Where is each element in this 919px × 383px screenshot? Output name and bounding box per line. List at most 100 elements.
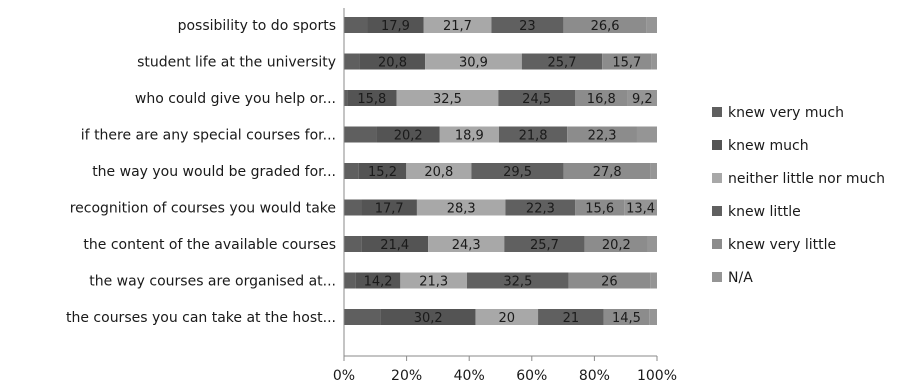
legend-label: knew little: [728, 204, 801, 220]
bar-segment-n-a: [650, 272, 657, 289]
bar-segment-knew-very-much: [344, 53, 360, 70]
data-label: 27,8: [593, 165, 622, 180]
bar-segment-neither-little-nor-much: [406, 163, 472, 179]
data-label: 15,2: [368, 165, 397, 180]
bar-segment-knew-very-much: [344, 90, 348, 106]
bar-segment-knew-very-little: [568, 272, 651, 289]
legend-label: knew very much: [728, 105, 844, 121]
bar-segment-knew-little: [467, 272, 569, 289]
category-label: if there are any special courses for...: [81, 128, 336, 144]
legend-swatch-knew-little: [712, 206, 722, 216]
bar-segment-knew-very-little: [603, 309, 650, 325]
category-label: the way courses are organised at...: [89, 274, 336, 290]
bar-segment-n-a: [627, 90, 657, 106]
data-label: 21,8: [519, 129, 548, 144]
bar-segment-knew-little: [538, 309, 604, 325]
data-label: 30,2: [414, 311, 443, 326]
data-label: 15,8: [357, 92, 386, 107]
data-label: 23: [519, 19, 536, 34]
data-label: 22,3: [526, 202, 555, 217]
data-label: 13,4: [626, 202, 655, 217]
bar-segment-knew-very-much: [344, 309, 381, 325]
bar-segment-knew-very-much: [344, 199, 362, 216]
data-label: 25,7: [548, 56, 577, 71]
data-label: 20,2: [394, 129, 423, 144]
bar-segment-neither-little-nor-much: [425, 53, 522, 70]
bar-segment-neither-little-nor-much: [475, 309, 539, 325]
legend-label: knew very little: [728, 237, 836, 253]
data-label: 15,7: [612, 56, 641, 71]
bar-segment-knew-very-little: [574, 90, 628, 106]
bar-segment-knew-much: [359, 53, 426, 70]
bar-segment-knew-much: [358, 163, 407, 179]
bar-segment-knew-very-little: [563, 17, 647, 33]
bar-segment-knew-very-little: [602, 53, 652, 70]
data-label: 14,2: [364, 275, 393, 290]
data-label: 21: [563, 311, 580, 326]
x-tick-label: 40%: [454, 368, 485, 383]
data-label: 18,9: [455, 129, 484, 144]
legend-label: knew much: [728, 138, 809, 154]
data-label: 17,9: [381, 19, 410, 34]
category-label: the courses you can take at the host...: [66, 310, 336, 326]
category-label: student life at the university: [137, 55, 336, 71]
bar-segment-knew-much: [367, 17, 424, 33]
bar-segment-knew-little: [471, 163, 564, 179]
legend-swatch-knew-very-much: [712, 107, 722, 117]
bar-segment-neither-little-nor-much: [416, 199, 506, 216]
legend-label: N/A: [728, 270, 753, 286]
x-tick-label: 60%: [516, 368, 547, 383]
bar-segment-knew-little: [491, 17, 564, 33]
legend-label: neither little nor much: [728, 171, 885, 187]
data-label: 21,4: [380, 238, 409, 253]
bar-segment-neither-little-nor-much: [428, 236, 505, 252]
bar-segment-neither-little-nor-much: [439, 126, 499, 143]
bar-segment-knew-very-little: [563, 163, 651, 179]
category-label: who could give you help or...: [135, 91, 336, 107]
bar-segment-knew-much: [376, 126, 440, 143]
legend-swatch-neither-little-nor-much: [712, 173, 722, 183]
x-tick-label: 0%: [333, 368, 355, 383]
data-label: 16,8: [587, 92, 616, 107]
data-label: 26: [601, 275, 618, 290]
bar-segment-neither-little-nor-much: [400, 272, 468, 289]
category-label: the way you would be graded for...: [92, 164, 336, 180]
category-label: possibility to do sports: [178, 18, 336, 34]
data-label: 20,2: [602, 238, 631, 253]
bar-segment-knew-very-much: [344, 236, 362, 252]
bar-segment-knew-little: [498, 126, 568, 143]
data-label: 24,3: [452, 238, 481, 253]
bar-segment-knew-very-little: [584, 236, 648, 252]
data-label: 24,5: [522, 92, 551, 107]
bar-segment-knew-very-much: [344, 126, 377, 143]
bar-segment-knew-much: [355, 272, 401, 289]
data-label: 25,7: [530, 238, 559, 253]
data-label: 30,9: [459, 56, 488, 71]
bar-segment-knew-little: [505, 199, 576, 216]
bar-segment-n-a: [647, 236, 657, 252]
bar-segment-knew-little: [498, 90, 575, 106]
bar-segment-n-a: [651, 53, 657, 70]
data-label: 28,3: [447, 202, 476, 217]
data-label: 17,7: [375, 202, 404, 217]
bar-segment-n-a: [649, 309, 657, 325]
x-tick-label: 100%: [637, 368, 677, 383]
x-tick-label: 80%: [579, 368, 610, 383]
data-label: 20,8: [424, 165, 453, 180]
bar-segment-n-a: [636, 126, 657, 143]
bar-segment-knew-very-little: [575, 199, 625, 216]
data-label: 29,5: [503, 165, 532, 180]
legend-swatch-n-a: [712, 272, 722, 282]
bar-segment-n-a: [624, 199, 657, 216]
data-label: 21,3: [419, 275, 448, 290]
data-label: 26,6: [591, 19, 620, 34]
bar-segment-knew-much: [347, 90, 397, 106]
data-label: 15,6: [585, 202, 614, 217]
bar-segment-knew-little: [521, 53, 603, 70]
data-label: 21,7: [443, 19, 472, 34]
legend-swatch-knew-much: [712, 140, 722, 150]
bar-segment-knew-very-much: [344, 272, 356, 289]
data-label: 20,8: [378, 56, 407, 71]
data-label: 14,5: [612, 311, 641, 326]
